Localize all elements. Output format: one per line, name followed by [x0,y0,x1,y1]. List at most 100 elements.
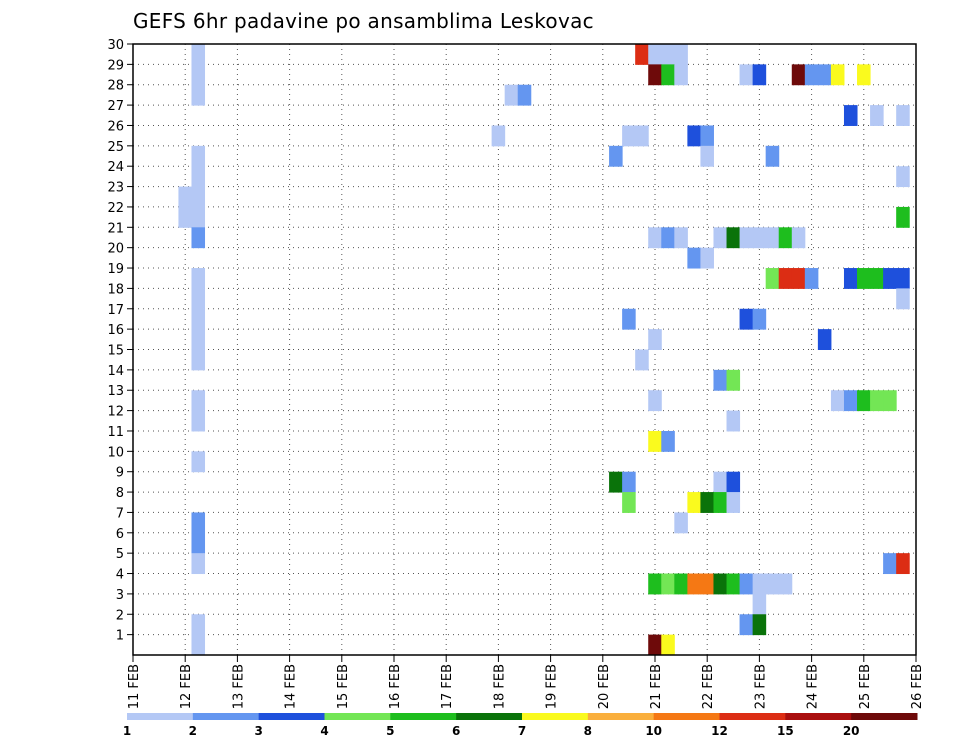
precip-cell [739,64,754,86]
colorbar-swatch [258,713,325,720]
precip-cell [191,145,206,167]
y-tick-label: 25 [107,140,124,155]
precip-cell [870,390,884,412]
precip-cell [661,44,675,65]
precip-cell [687,125,701,147]
precip-cell [191,349,206,371]
data-cells [178,44,910,656]
precip-cell [843,268,858,289]
precip-cell [804,268,819,289]
y-tick-label: 13 [107,384,124,399]
y-tick-label: 2 [116,608,124,623]
precip-cell [700,492,714,513]
x-tick-label: 17 FEB [440,664,455,709]
precip-cell [817,329,832,350]
precip-cell [674,573,688,595]
colorbar-swatch [785,713,852,720]
precip-cell [191,634,206,656]
y-axis: 1234567891011121314151617181920212223242… [107,38,133,644]
precip-cell [622,125,636,147]
precip-cell [661,634,675,656]
precip-cell [178,206,192,228]
precip-cell [726,492,741,513]
x-tick-label: 25 FEB [858,664,873,709]
precip-cell [765,227,780,249]
precip-cell [843,390,858,412]
chart-title: GEFS 6hr padavine po ansamblima Leskovac [133,9,594,33]
precip-cell [648,227,662,249]
precip-cell [791,268,806,289]
y-tick-label: 10 [107,445,124,460]
y-tick-label: 16 [107,323,124,338]
colorbar-label: 1 [123,724,131,738]
colorbar-swatch [851,713,918,720]
precip-cell [191,166,206,188]
precip-cell [739,308,754,330]
precip-cell [752,573,767,595]
precip-cell [896,105,910,126]
y-tick-label: 19 [107,262,124,277]
precip-cell [883,553,897,575]
y-tick-label: 27 [107,99,124,114]
precip-cell [817,64,832,86]
precip-cell [191,44,206,65]
precip-cell [635,349,649,371]
colorbar-swatch [719,713,786,720]
precip-cell [778,227,793,249]
precip-cell [700,573,714,595]
y-tick-label: 26 [107,119,124,134]
y-tick-label: 7 [116,506,124,521]
y-tick-label: 20 [107,242,124,257]
y-tick-label: 5 [116,547,124,562]
precip-cell [857,64,871,86]
precip-cell [674,227,688,249]
precip-cell [726,573,741,595]
x-tick-label: 24 FEB [806,664,821,709]
y-tick-label: 15 [107,344,124,359]
precip-cell [713,492,728,513]
precip-cell [191,329,206,350]
x-axis: 11 FEB 12 FEB 13 FEB 14 FEB 15 FEB 16 FEB 17 F… [127,655,925,709]
precip-cell [648,430,662,452]
precip-cell [752,614,767,636]
colorbar-label: 12 [711,724,728,738]
precip-cell [883,390,897,412]
precip-cell [661,573,675,595]
colorbar-swatch [390,713,457,720]
x-tick-label: 26 FEB [910,664,925,709]
colorbar-label: 3 [254,724,262,738]
y-tick-label: 18 [107,282,124,297]
colorbar-label: 10 [645,724,662,738]
precip-cell [870,268,884,289]
precip-cell [700,145,714,167]
precip-cell [191,553,206,575]
x-tick-label: 18 FEB [492,664,507,709]
colorbar-label: 5 [386,724,394,738]
x-tick-label: 14 FEB [284,664,299,709]
precip-cell [778,268,793,289]
precip-cell [687,573,701,595]
colorbar-swatch [127,713,194,720]
precip-cell [674,44,688,65]
precip-cell [778,573,793,595]
precip-cell [648,329,662,350]
colorbar-label: 8 [584,724,592,738]
x-tick-label: 11 FEB [127,664,142,709]
x-tick-label: 22 FEB [701,664,716,709]
precip-cell [622,492,636,513]
precip-cell [648,390,662,412]
precip-cell [752,64,767,86]
colorbar-swatch [653,713,720,720]
precip-cell [830,64,845,86]
colorbar-label: 7 [518,724,526,738]
x-tick-label: 15 FEB [336,664,351,709]
colorbar-swatch [522,713,589,720]
y-tick-label: 28 [107,79,124,94]
y-tick-label: 11 [107,425,124,440]
precip-cell [661,227,675,249]
precip-cell [726,410,741,432]
x-tick-label: 12 FEB [179,664,194,709]
y-tick-label: 23 [107,181,124,196]
x-tick-label: 20 FEB [597,664,612,709]
precip-cell [687,492,701,513]
